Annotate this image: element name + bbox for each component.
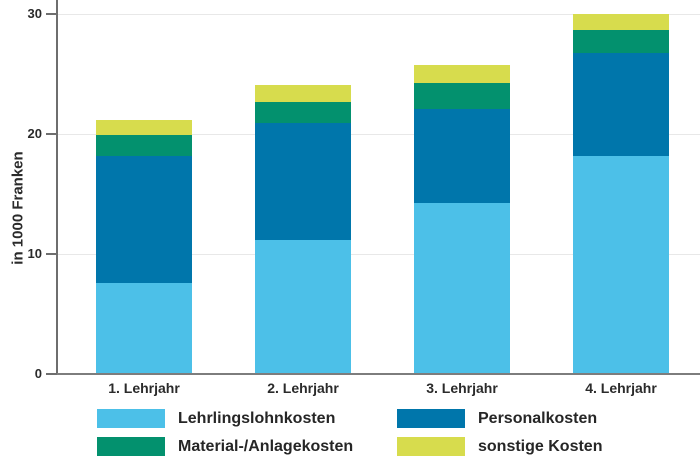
y-axis-line (56, 0, 58, 375)
y-tick-mark (46, 133, 57, 135)
gridline-y-10 (57, 253, 700, 255)
y-tick-mark (46, 13, 57, 15)
bar-segment-material-anlagekosten (96, 135, 192, 156)
bar-segment-personalkosten (255, 123, 351, 240)
bar-segment-sonstige-kosten (414, 64, 510, 83)
legend-label: Personalkosten (478, 409, 598, 427)
legend-swatch (97, 409, 165, 428)
legend: Lehrlingslohnkosten Personalkosten Materia… (97, 409, 602, 456)
y-tick-label: 30 (27, 6, 42, 21)
bar-segment-sonstige-kosten (255, 85, 351, 102)
y-tick-label: 0 (34, 366, 42, 381)
gridline-y-20 (57, 133, 700, 135)
bar-3-lehrjahr (414, 64, 510, 373)
bar-segment-lehrlingslohnkosten (96, 283, 192, 373)
x-tick-label: 2. Lehrjahr (267, 380, 339, 396)
legend-item-lehrlingslohnkosten: Lehrlingslohnkosten (97, 409, 397, 428)
y-tick-label: 10 (27, 246, 42, 261)
legend-label: Lehrlingslohnkosten (178, 409, 336, 427)
bar-4-lehrjahr (573, 14, 669, 373)
bar-segment-sonstige-kosten (573, 14, 669, 30)
bar-segment-personalkosten (96, 155, 192, 283)
bar-segment-material-anlagekosten (414, 82, 510, 110)
bar-1-lehrjahr (96, 119, 192, 373)
bar-segment-lehrlingslohnkosten (573, 155, 669, 373)
bar-segment-material-anlagekosten (255, 101, 351, 124)
x-axis-line (57, 373, 700, 375)
legend-swatch (397, 437, 465, 456)
legend-label: sonstige Kosten (478, 437, 603, 455)
legend-swatch (397, 409, 465, 428)
y-tick-label: 20 (27, 126, 42, 141)
bar-segment-lehrlingslohnkosten (255, 239, 351, 373)
legend-swatch (97, 437, 165, 456)
bar-segment-sonstige-kosten (96, 119, 192, 136)
x-tick-label: 4. Lehrjahr (585, 380, 657, 396)
legend-item-sonstige-kosten: sonstige Kosten (397, 437, 602, 456)
gridline-y-30 (57, 13, 700, 15)
y-tick-mark (46, 373, 57, 375)
legend-item-material-anlagekosten: Material-/Anlagekosten (97, 437, 397, 456)
x-tick-label: 1. Lehrjahr (108, 380, 180, 396)
bar-2-lehrjahr (255, 85, 351, 373)
bar-segment-material-anlagekosten (573, 29, 669, 53)
x-tick-label: 3. Lehrjahr (426, 380, 498, 396)
y-tick-mark (46, 253, 57, 255)
bar-segment-personalkosten (573, 52, 669, 156)
bar-segment-lehrlingslohnkosten (414, 202, 510, 373)
legend-item-personalkosten: Personalkosten (397, 409, 602, 428)
legend-label: Material-/Anlagekosten (178, 437, 354, 455)
bar-segment-personalkosten (414, 109, 510, 203)
